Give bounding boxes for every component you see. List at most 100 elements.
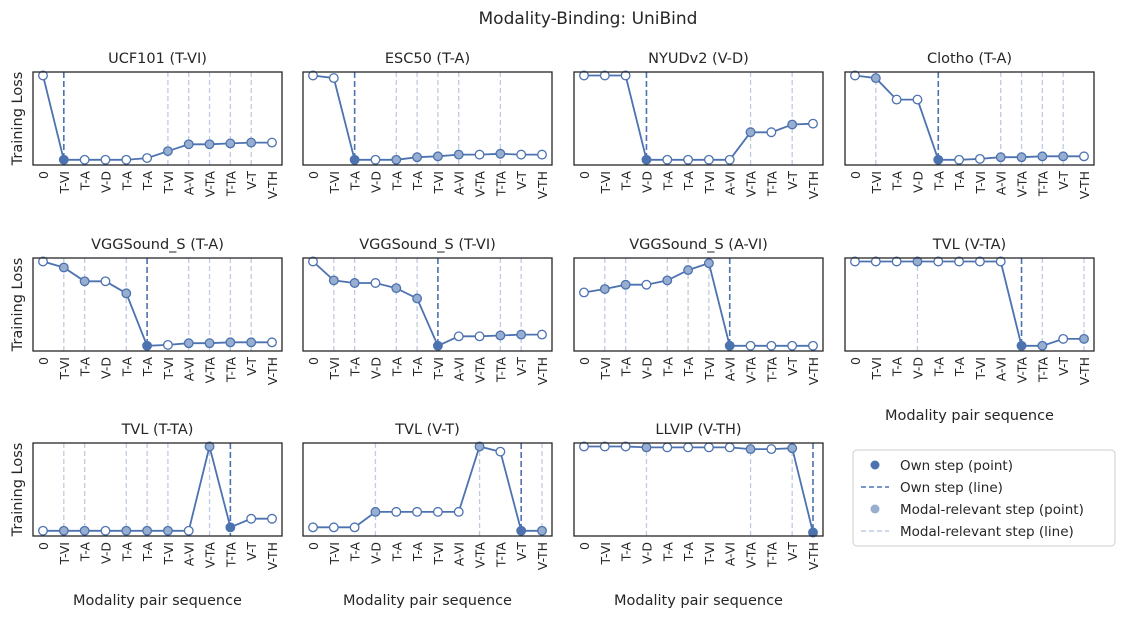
x-tick-label: T-A xyxy=(931,171,946,192)
x-tick-label: T-VI xyxy=(598,542,613,566)
relevant-step-point xyxy=(495,330,506,341)
own-step-point xyxy=(432,340,443,351)
own-step-point xyxy=(641,154,652,165)
series-line xyxy=(854,74,1084,161)
x-tick-label: T-A xyxy=(619,171,634,192)
relevant-step-point xyxy=(745,444,756,455)
x-tick-label: A-VI xyxy=(452,357,467,381)
relevant-step-point xyxy=(246,137,257,148)
x-tick-label: T-VI xyxy=(598,357,613,381)
own-step-point xyxy=(349,154,360,165)
relevant-step-point xyxy=(599,284,610,294)
relevant-step-point xyxy=(1037,151,1048,162)
legend: Own step (point) Own step (line) Modal-rel… xyxy=(852,449,1116,547)
x-tick-label: T-VI xyxy=(327,171,342,195)
data-point xyxy=(453,506,464,517)
x-tick-label: T-A xyxy=(681,171,696,192)
x-tick-label: V-D xyxy=(98,357,113,379)
data-point xyxy=(100,154,111,165)
x-tick-label: T-A xyxy=(78,171,93,192)
x-tick-label: A-VI xyxy=(994,171,1009,195)
legend-item-own-line: Own step (line) xyxy=(861,480,1003,496)
own-step-point xyxy=(1016,340,1027,351)
data-point xyxy=(142,153,153,164)
x-tick-label: T-A xyxy=(348,171,363,192)
data-point xyxy=(870,256,881,267)
x-tick-label: V-TA xyxy=(744,357,759,384)
x-axis-label: Modality pair sequence xyxy=(343,593,512,609)
x-tick-label: A-VI xyxy=(452,171,467,195)
data-point xyxy=(579,70,589,81)
data-point xyxy=(850,70,860,81)
x-tick-label: T-VI xyxy=(431,171,446,195)
legend-item-relevant-line: Modal-relevant step (line) xyxy=(861,524,1074,540)
x-tick-label: T-A xyxy=(952,171,967,192)
data-point xyxy=(912,94,923,105)
data-point xyxy=(100,276,111,287)
subplot-title: ESC50 (T-A) xyxy=(385,51,470,67)
subplot-title: LLVIP (V-TH) xyxy=(655,422,741,438)
x-tick-label: T-A xyxy=(410,171,425,192)
legend-box xyxy=(852,449,1116,547)
series-line xyxy=(43,446,272,532)
own-step-point xyxy=(933,154,944,165)
x-tick-label: V-D xyxy=(368,542,383,564)
data-point xyxy=(370,154,381,165)
x-tick-label: V-D xyxy=(639,357,654,379)
relevant-step-point xyxy=(516,329,527,340)
relevant-step-point xyxy=(432,151,443,162)
x-tick-label: T-A xyxy=(890,357,905,378)
data-point xyxy=(766,340,777,351)
data-point xyxy=(349,522,360,533)
x-tick-label: V-TH xyxy=(806,542,821,570)
x-tick-label: V-TA xyxy=(203,542,218,569)
data-point xyxy=(183,525,194,536)
x-tick-label: 0 xyxy=(36,357,51,365)
x-tick-label: T-A xyxy=(140,542,155,563)
x-tick-label: V-TA xyxy=(744,171,759,198)
x-tick-label: V-T xyxy=(514,542,529,561)
x-tick-label: A-VI xyxy=(182,171,197,195)
subplot-grid: UCF101 (T-VI) 0 T-VI T-A V-D T-A T-A T-VI A-VI V-… xyxy=(10,51,1095,609)
x-tick-label: 0 xyxy=(848,171,863,179)
subplot-ucf101-t-vi: UCF101 (T-VI) 0 T-VI T-A V-D T-A T-A T-VI A-VI V-… xyxy=(10,51,283,199)
axes-frame xyxy=(302,442,553,537)
x-tick-label: V-T xyxy=(244,357,259,376)
data-point xyxy=(974,256,985,267)
legend-label: Own step (line) xyxy=(900,480,1003,496)
x-tick-label: V-D xyxy=(98,171,113,193)
x-tick-label: T-TA xyxy=(493,171,508,198)
x-tick-label: T-A xyxy=(389,542,404,563)
axes-frame xyxy=(844,71,1095,166)
x-tick-label: T-A xyxy=(410,357,425,378)
subplot-vggsound-s-t-vi: VGGSound_S (T-VI) 0 T-VI T-A V-D T-A T-A T-VI A-… xyxy=(302,237,553,385)
data-point xyxy=(891,256,902,267)
relevant-step-point xyxy=(225,337,236,348)
axes-frame xyxy=(32,71,283,166)
data-point xyxy=(308,70,318,81)
data-point xyxy=(766,444,777,455)
subplot-title: Clotho (T-A) xyxy=(927,51,1012,67)
subplot-title: TVL (T-TA) xyxy=(121,422,194,438)
x-tick-label: V-T xyxy=(514,357,529,376)
x-tick-label: T-A xyxy=(619,542,634,563)
x-tick-label: T-VI xyxy=(973,171,988,195)
x-tick-label: V-T xyxy=(244,542,259,561)
data-point xyxy=(995,256,1006,267)
x-tick-label: T-A xyxy=(78,357,93,378)
relevant-step-point xyxy=(370,506,381,517)
relevant-step-point xyxy=(58,525,69,536)
data-point xyxy=(808,340,818,351)
series-line xyxy=(312,74,542,161)
data-point xyxy=(412,506,423,517)
x-tick-label: V-D xyxy=(910,357,925,379)
relevant-step-point xyxy=(662,275,673,286)
x-tick-label: T-TA xyxy=(764,357,779,384)
data-point xyxy=(308,522,318,533)
relevant-step-point xyxy=(225,138,236,149)
figure-title: Modality-Binding: UniBind xyxy=(479,9,698,29)
x-tick-label: 0 xyxy=(36,542,51,550)
data-point xyxy=(328,522,339,533)
relevant-step-point xyxy=(412,293,423,304)
relevant-step-point xyxy=(391,154,402,165)
